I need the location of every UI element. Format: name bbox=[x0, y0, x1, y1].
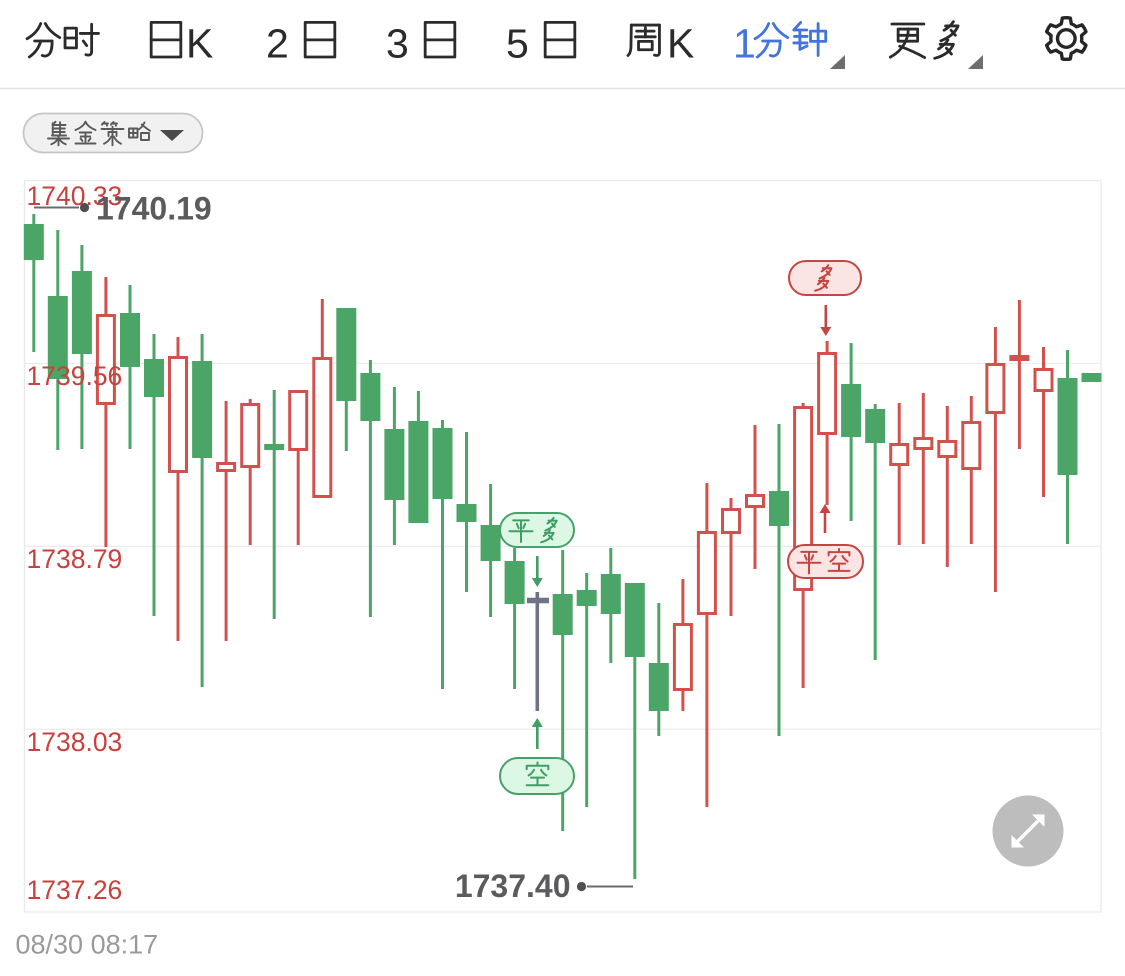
svg-text:1737.40: 1737.40 bbox=[455, 868, 571, 904]
svg-text:1738.79: 1738.79 bbox=[27, 544, 123, 574]
svg-text:1738.03: 1738.03 bbox=[27, 727, 123, 757]
svg-text:K: K bbox=[667, 21, 694, 67]
svg-text:K: K bbox=[186, 21, 213, 67]
svg-text:1739.56: 1739.56 bbox=[27, 361, 123, 391]
svg-text:2: 2 bbox=[266, 21, 289, 67]
svg-text:1737.26: 1737.26 bbox=[27, 875, 123, 905]
svg-text:5: 5 bbox=[506, 21, 529, 67]
svg-text:08/30 08:17: 08/30 08:17 bbox=[16, 930, 159, 960]
svg-text:1740.19: 1740.19 bbox=[96, 191, 212, 227]
svg-text:1740.33: 1740.33 bbox=[27, 181, 123, 211]
svg-text:3: 3 bbox=[386, 21, 409, 67]
svg-text:1: 1 bbox=[733, 21, 756, 67]
